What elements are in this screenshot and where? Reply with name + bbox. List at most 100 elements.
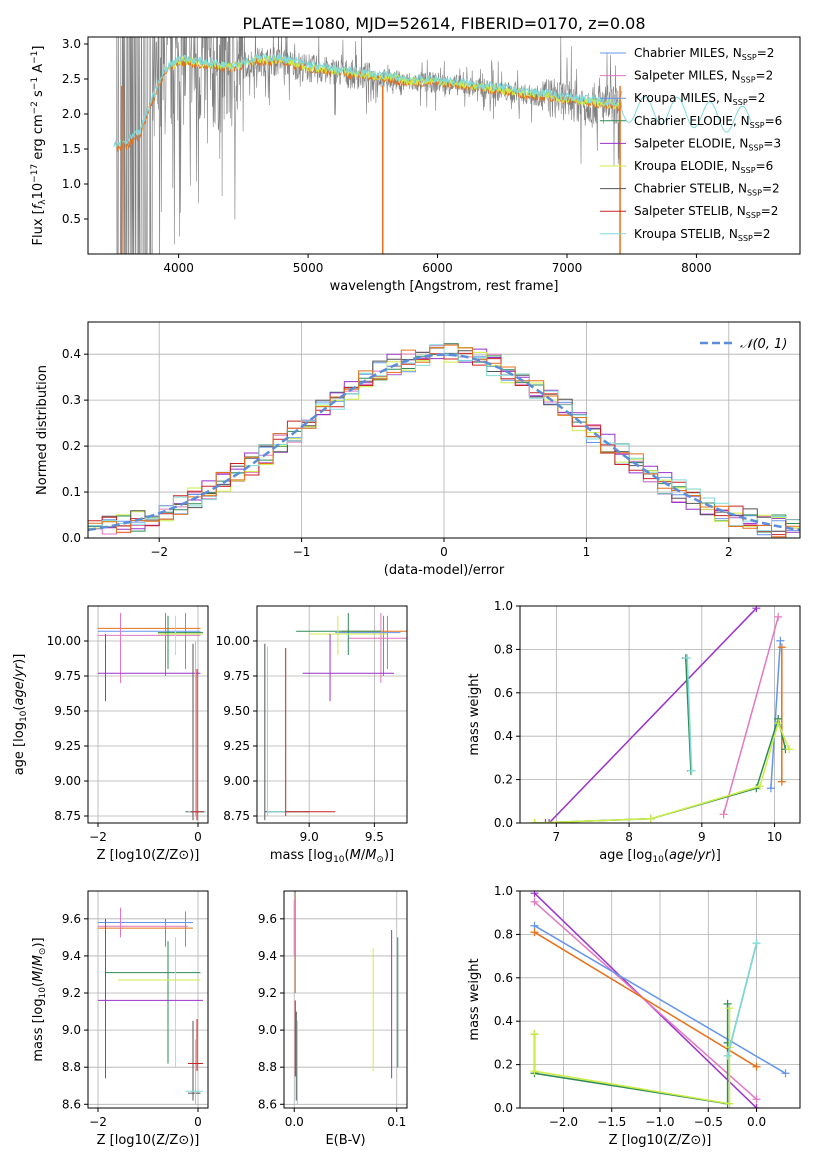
x-tick-label: 9.5 [365, 830, 384, 844]
y-tick-label: 10.00 [216, 634, 250, 648]
y-tick-label: 0.2 [62, 439, 81, 453]
x-tick-label: 10 [767, 830, 782, 844]
y-axis-label: mass [log10(M/M⊙)] [31, 937, 48, 1061]
y-tick-label: 9.4 [258, 949, 277, 963]
y-tick-label: 9.75 [54, 669, 81, 683]
x-tick-label: −2 [89, 1115, 107, 1129]
x-tick-label: 6000 [422, 261, 453, 275]
y-tick-label: 9.4 [62, 949, 81, 963]
y-tick-label: 1.5 [62, 142, 81, 156]
y-tick-label: 0.2 [494, 773, 513, 787]
weight-marker [777, 643, 786, 652]
weight-marker [752, 1104, 761, 1108]
y-tick-label: 9.50 [223, 704, 250, 718]
x-tick-label: 9 [698, 830, 706, 844]
weight-marker [530, 1030, 539, 1039]
weight-marker [752, 939, 761, 948]
grid [520, 605, 800, 824]
y-tick-label: 10.00 [47, 634, 81, 648]
y-tick-label: 0.0 [62, 531, 81, 545]
x-tick-label: 7 [553, 830, 561, 844]
grid [88, 891, 208, 1108]
weight-marker [766, 784, 775, 793]
normal-curve [88, 353, 800, 532]
y-tick-label: 3.0 [62, 37, 81, 51]
y-axis-label: mass weight [467, 958, 482, 1040]
y-axis-label: mass weight [467, 673, 482, 755]
x-tick-label: 9.0 [300, 830, 319, 844]
legend-label: Chabrier ELODIE, NSSP=6 [634, 114, 782, 130]
weight-series [534, 931, 757, 1068]
weight-marker [530, 928, 539, 937]
weight-marker [687, 766, 696, 775]
y-tick-label: 2.5 [62, 72, 81, 86]
x-tick-label: 2 [725, 545, 733, 559]
x-tick-label: −1.0 [645, 1115, 674, 1129]
legend-label: Salpeter MILES, NSSP=2 [634, 69, 773, 85]
residuals-panel: −2 −1 0 1 2 0.0 0.1 0.2 0.3 0.4 (data-model)/error… [35, 321, 801, 578]
x-tick-label: 0.0 [747, 1115, 766, 1129]
x-tick-label: 0 [440, 545, 448, 559]
x-axis-label: Z [log10(Z/Z⊙)] [97, 848, 200, 863]
weight-marker [777, 777, 786, 786]
weight-marker [541, 819, 550, 823]
x-axis-label: Z [log10(Z/Z⊙)] [97, 1133, 200, 1148]
error-crosses [264, 613, 407, 821]
axes-frame [256, 605, 408, 824]
x-tick-label: −2 [150, 545, 168, 559]
ticks: −2.0 −1.5 −1.0 −0.5 0.0 0.0 0.2 0.4 0.6 0.8 1.0 [494, 884, 766, 1129]
weight-marker [725, 1099, 734, 1108]
axes-frame [519, 605, 801, 824]
x-tick-label: 0.0 [285, 1115, 304, 1129]
y-tick-label: 9.25 [54, 739, 81, 753]
x-axis-label: age [log10(age/yr)] [599, 848, 721, 865]
y-tick-label: 0.8 [494, 642, 513, 656]
ticks: −2 0 8.6 8.8 9.0 9.2 9.4 9.6 [62, 912, 202, 1129]
grid [284, 891, 407, 1108]
y-tick-label: 8.75 [223, 809, 250, 823]
ticks: −2 0 8.75 9.00 9.25 9.50 9.75 10.00 [47, 634, 202, 844]
weight-marker [785, 745, 794, 754]
x-axis-label: E(B-V) [325, 1133, 365, 1148]
weight-marker [530, 897, 539, 906]
y-axis-label: Flux [fλ10−17 erg cm−2 s−1 A−1] [30, 46, 48, 246]
axes-frame [87, 890, 209, 1109]
y-tick-label: 9.0 [258, 1023, 277, 1037]
weight-series [534, 925, 786, 1074]
y-axis-label: Normed distribution [35, 365, 50, 495]
x-tick-label: 8 [625, 830, 633, 844]
weight-marker [725, 1004, 734, 1013]
mass-age-panel: 9.0 9.5 8.75 9.00 9.25 9.50 9.75 10.00 mass [log… [216, 605, 408, 865]
y-tick-label: 9.50 [54, 704, 81, 718]
histograms [88, 343, 800, 538]
y-tick-label: 9.2 [258, 986, 277, 1000]
axes-frame [519, 890, 801, 1109]
age-weight-panel: 7 8 9 10 0.0 0.2 0.4 0.6 0.8 1.0 mass weight age [l… [467, 599, 801, 865]
y-tick-label: 8.75 [54, 809, 81, 823]
y-tick-label: 0.6 [494, 686, 513, 700]
legend-label: Salpeter ELODIE, NSSP=3 [634, 136, 781, 152]
y-tick-label: 9.0 [62, 1023, 81, 1037]
ticks: 7 8 9 10 0.0 0.2 0.4 0.6 0.8 1.0 [494, 599, 782, 844]
model-orange [116, 57, 622, 152]
y-tick-label: 8.8 [62, 1060, 81, 1074]
x-tick-label: −1.5 [597, 1115, 626, 1129]
model-stelib [113, 52, 752, 149]
spectrum-legend: Chabrier MILES, NSSP=2 Salpeter MILES, NS… [600, 46, 782, 243]
error-crosses [293, 891, 399, 1105]
weight-marker [723, 999, 732, 1008]
y-tick-label: 0.4 [494, 1014, 513, 1028]
weight-series [534, 720, 790, 823]
weight-marker [774, 612, 783, 621]
x-tick-label: 1 [583, 545, 591, 559]
axes-frame [87, 36, 801, 255]
grid [88, 606, 208, 823]
grid [257, 606, 407, 823]
y-axis-label: age [log10(age/yr)] [12, 654, 29, 776]
y-tick-label: 0.0 [494, 816, 513, 830]
weight-series [534, 901, 758, 1100]
x-tick-label: −0.5 [694, 1115, 723, 1129]
weight-marker [646, 814, 655, 823]
weight-marker [530, 891, 539, 898]
x-tick-label: 0.1 [387, 1115, 406, 1129]
